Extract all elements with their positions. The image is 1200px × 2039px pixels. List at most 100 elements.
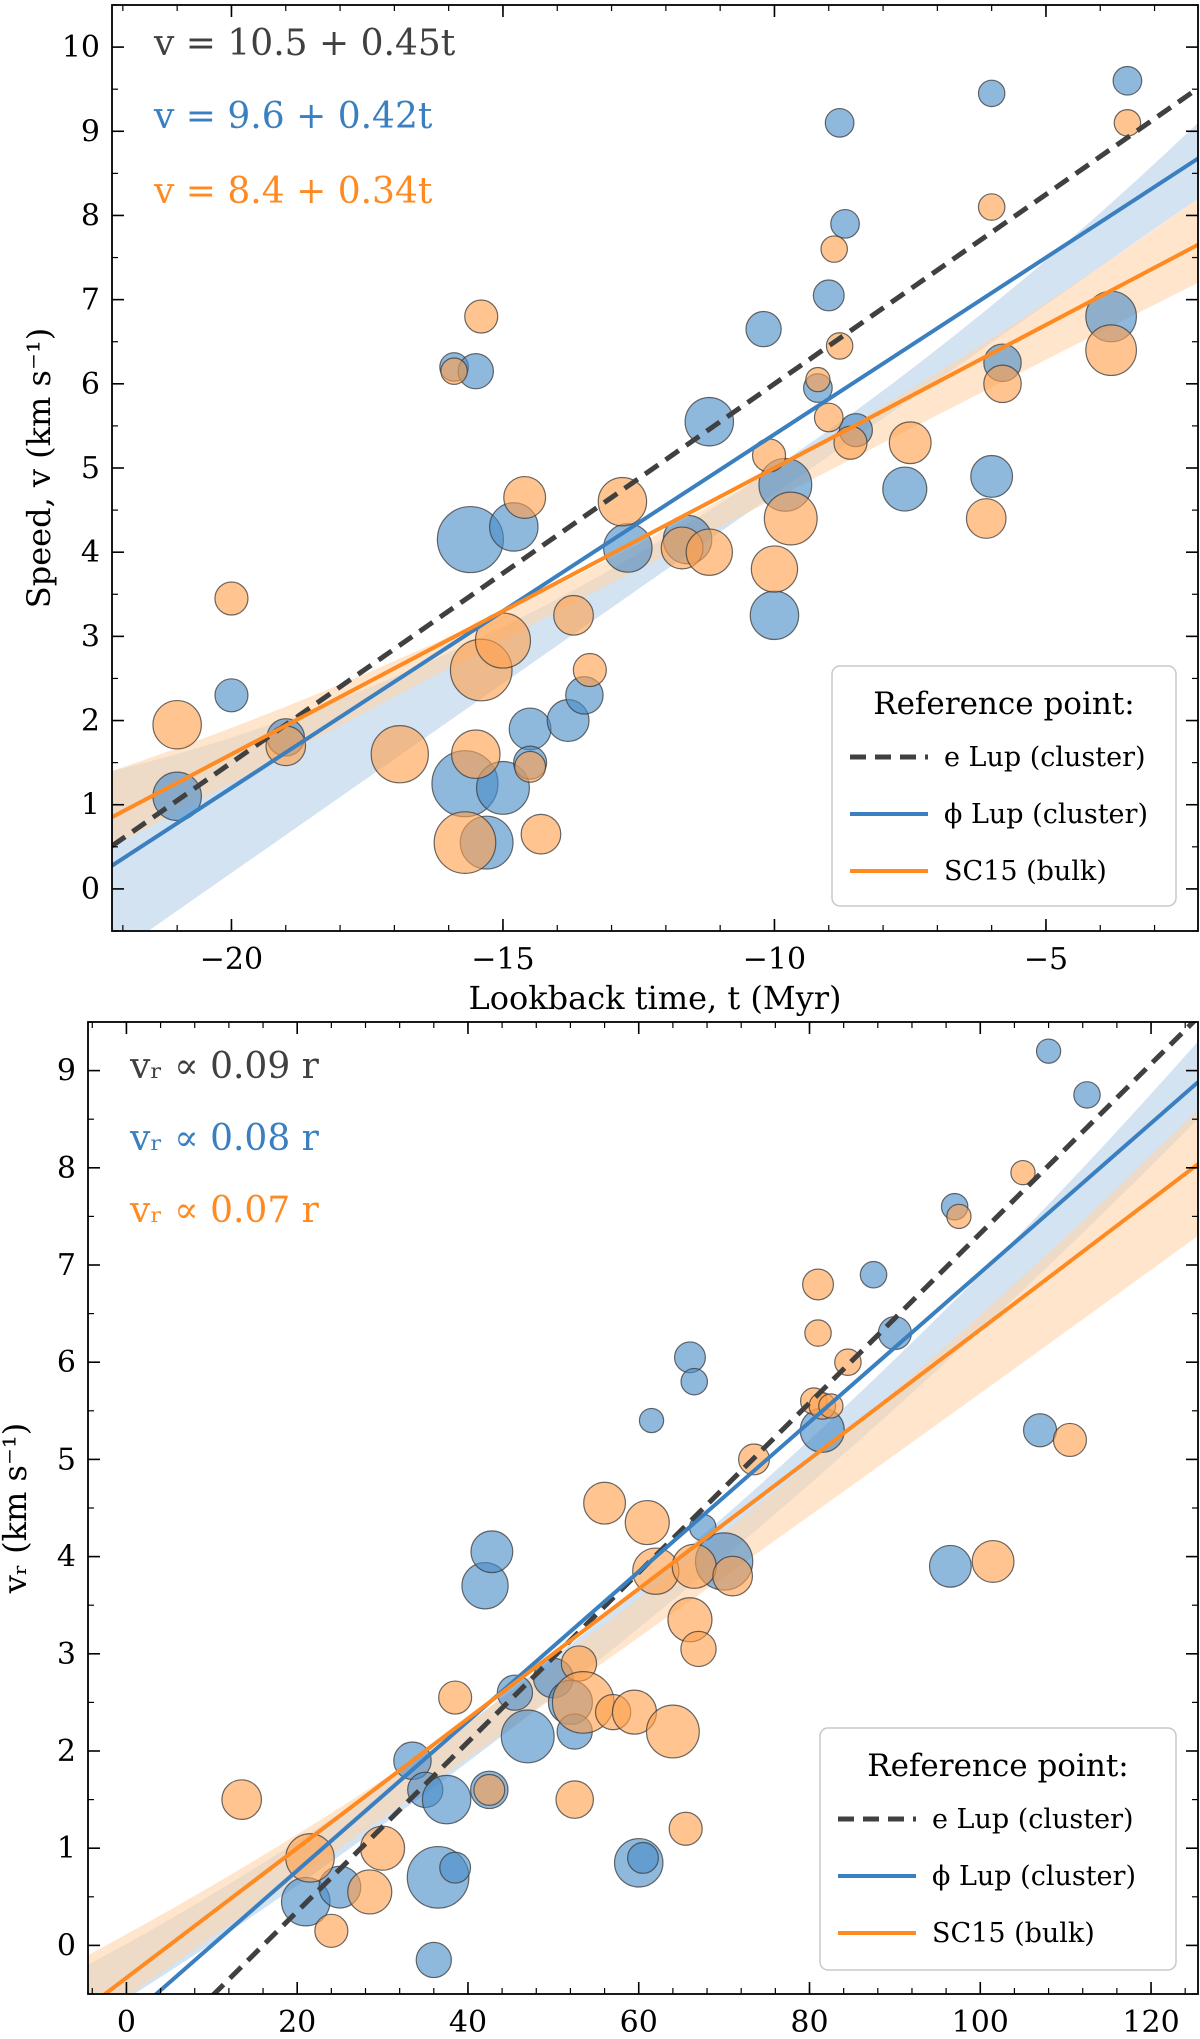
scatter-point-orange [983,364,1022,404]
fit-equation-black: v = 10.5 + 0.45t [153,23,456,64]
scatter-point-orange [370,725,429,784]
x-tick-label: 20 [278,2005,316,2039]
y-tick-label: 1 [81,788,100,823]
y-tick-label: 10 [62,30,100,65]
legend-box [831,665,1177,907]
scatter-point-orange [712,1555,754,1597]
scatter-point-blue [970,454,1014,498]
y-tick-label: 9 [81,114,100,149]
scatter-point-orange [514,750,547,783]
scatter-point-orange [451,729,501,780]
confidence-band-orange [88,1109,1198,1994]
y-axis-label: Speed, v (km s⁻¹) [20,328,58,608]
scatter-point-orange [1010,1159,1036,1186]
scatter-point-orange [553,594,594,636]
legend-title: Reference point: [867,1748,1129,1784]
scatter-point-orange [1052,1422,1088,1458]
scatter-point-orange [946,1203,972,1230]
y-tick-label: 5 [57,1442,76,1477]
x-tick-label: 0 [117,2005,136,2039]
scatter-point-blue [638,1407,665,1434]
y-tick-label: 4 [57,1540,76,1575]
legend-entry-blue: ϕ Lup (cluster) [932,1861,1136,1892]
y-tick-label: 8 [57,1151,76,1186]
plot-area [88,1022,1198,1994]
scatter-point-orange [750,545,799,593]
y-tick-label: 9 [57,1054,76,1089]
scatter-point-orange [583,1481,627,1525]
scatter-point-orange [833,425,868,460]
scatter-point-orange [464,299,499,334]
chart-panel-2: 0204060801001200123456789r (pc)vᵣ (km s⁻… [0,1021,1199,2039]
scatter-point-orange [503,475,547,519]
scatter-point-blue [749,590,800,641]
scatter-point-orange [359,1825,406,1871]
scatter-point-blue [882,466,928,512]
scatter-point-blue [626,1841,659,1874]
y-tick-label: 8 [81,198,100,233]
scatter-point-orange [152,699,202,750]
scatter-point-blue [415,1941,453,1979]
y-tick-label: 3 [57,1637,76,1672]
legend-entry-black: e Lup (cluster) [944,742,1146,773]
plot-area [112,65,1198,931]
y-tick-label: 7 [57,1248,76,1283]
scatter-point-orange [555,1780,594,1819]
scatter-point-blue [824,107,855,138]
y-tick-label: 2 [57,1734,76,1769]
scatter-point-orange [680,1630,717,1668]
fit-equation-orange: v = 8.4 + 0.34t [153,171,433,212]
scatter-point-orange [1085,324,1138,377]
fit-line-orange [112,242,1198,819]
y-tick-label: 6 [57,1345,76,1380]
scatter-point-blue [1022,1413,1058,1448]
fit-line-orange [101,1162,1198,1994]
x-tick-label: −20 [200,942,263,977]
y-tick-label: 5 [81,451,100,486]
scatter-point-orange [820,235,848,263]
scatter-point-blue [439,1851,472,1884]
y-tick-label: 0 [57,1928,76,1963]
scatter-point-blue [684,396,735,447]
scatter-point-blue [214,678,249,713]
x-tick-label: −5 [1024,942,1068,977]
scatter-point-blue [421,1774,472,1825]
scatter-point-orange [813,402,844,433]
x-tick-label: 60 [620,2005,658,2039]
scatter-point-orange [668,1811,703,1846]
scatter-point-blue [1035,1038,1062,1064]
scatter-point-orange [473,1773,506,1806]
scatter-point-orange [645,1704,700,1759]
x-tick-label: 40 [449,2005,487,2039]
scatter-point-blue [812,279,845,312]
confidence-band-blue [112,122,1198,931]
scatter-point-orange [520,813,562,855]
legend-entry-orange: SC15 (bulk) [932,1918,1095,1949]
legend: Reference point: e Lup (cluster) ϕ Lup (cl… [819,1727,1177,1971]
scatter-point-blue [928,1544,972,1588]
x-axis-label: Lookback time, t (Myr) [468,979,841,1017]
chart-panel-1: −20 −15 −10 −5 0 1 2 3 4 5 6 7 8 9 10 Lookback time, t … [20,4,1199,1017]
scatter-point-blue [680,1367,709,1396]
y-tick-label: 3 [81,619,100,654]
fit-line-blue [153,1080,1198,1994]
y-tick-label: 1 [57,1831,76,1866]
x-tick-label: 100 [952,2005,1009,2039]
x-tick-label: 80 [790,2005,828,2039]
scatter-point-blue [859,1260,888,1289]
scatter-point-orange [438,1680,473,1715]
fit-line-blue [112,156,1198,868]
scatter-point-orange [314,1913,349,1948]
x-tick-label: 120 [1122,2005,1179,2039]
scatter-point-blue [500,1709,555,1764]
fit-equation-blue: v = 9.6 + 0.42t [153,96,433,137]
scatter-point-orange [433,811,497,875]
y-axis-label: vᵣ (km s⁻¹) [0,1423,34,1594]
scatter-point-blue [977,79,1006,108]
scatter-point-orange [805,366,831,393]
scatter-point-orange [671,1543,717,1589]
scatter-point-blue [1073,1081,1101,1109]
scatter-point-blue [508,707,552,751]
fit-equation-blue: vᵣ ∝ 0.08 r [129,1118,320,1159]
